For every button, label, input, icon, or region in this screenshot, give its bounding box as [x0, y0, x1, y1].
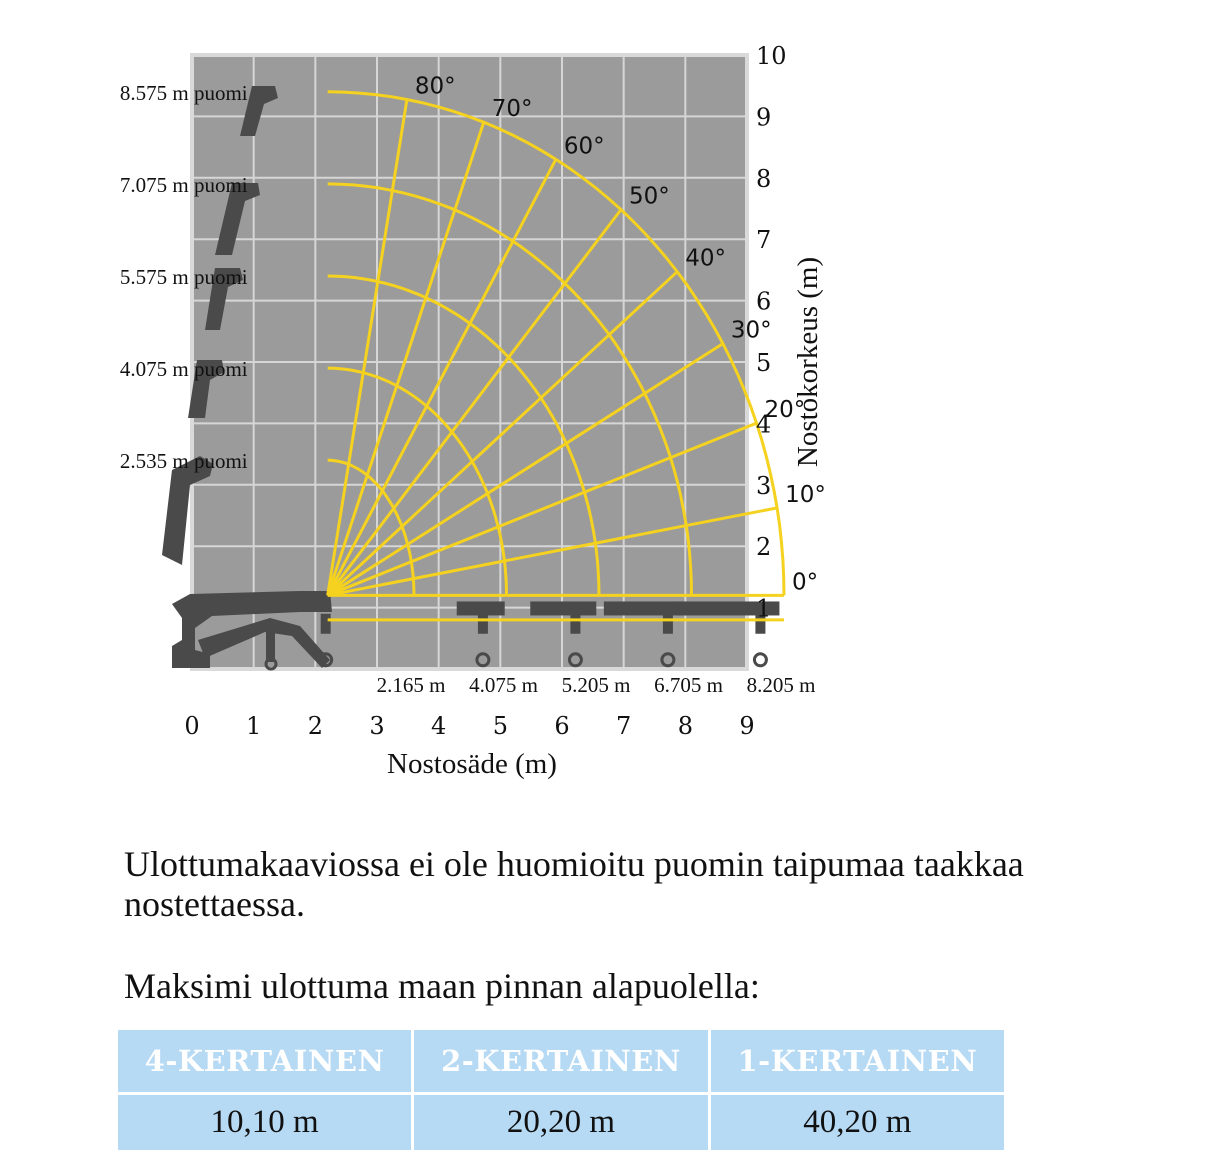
angle-ray [327, 421, 758, 597]
deflection-note: Ulottumakaaviossa ei ole huomioitu puomi… [124, 844, 1024, 924]
angle-label: 70° [492, 96, 533, 122]
hook-block-icon [755, 613, 766, 634]
angle-ray [327, 506, 778, 597]
x-tick-label: 2 [308, 712, 323, 740]
hook-block-icon [570, 613, 581, 634]
horizontal-boom-silhouette [530, 601, 597, 616]
value-2-kertainen: 20,20 m [412, 1093, 711, 1150]
y-tick-label: 3 [756, 472, 771, 500]
table-header-row: 4-KERTAINEN 2-KERTAINEN 1-KERTAINEN [118, 1030, 1004, 1095]
x-tick-label: 5 [493, 712, 508, 740]
crane-hook-silhouette [266, 632, 275, 662]
y-tick-label: 1 [756, 595, 771, 623]
value-1-kertainen: 40,20 m [803, 1104, 912, 1140]
y-tick-label: 10 [756, 42, 787, 70]
angle-ray [326, 158, 558, 597]
crane-boom-silhouette [162, 456, 213, 565]
plot-border [190, 53, 749, 671]
reach-arc [327, 274, 601, 596]
y-tick-label: 8 [756, 165, 771, 193]
horizontal-boom-silhouette [677, 601, 780, 616]
y-tick-label: 6 [756, 288, 771, 316]
y-tick-label: 2 [756, 533, 771, 561]
below-ground-heading: Maksimi ulottuma maan pinnan alapuolella… [124, 966, 760, 1006]
boom-length-label: 8.575 m puomi [120, 81, 248, 105]
header-2-kertainen: 2-KERTAINEN [412, 1030, 711, 1095]
hook-icon [660, 652, 676, 668]
reach-distance-label: 4.075 m [469, 673, 538, 697]
angle-label: 40° [685, 246, 726, 272]
x-tick-label: 8 [678, 712, 693, 740]
reach-distance-label: 5.205 m [562, 673, 631, 697]
reach-distance-label: 6.705 m [654, 673, 723, 697]
crane-boom-silhouette [188, 360, 224, 418]
reach-arc [327, 182, 693, 596]
y-tick-label: 9 [756, 103, 771, 131]
angle-label: 0° [792, 569, 818, 595]
hook-icon [752, 652, 768, 668]
boom-length-label: 2.535 m puomi [120, 449, 248, 473]
crane-boom-silhouette [215, 183, 260, 255]
value-4-kertainen: 10,10 m [118, 1093, 415, 1150]
crane-arm-silhouette [198, 618, 330, 668]
hook-block-icon [662, 613, 673, 634]
axis-ticks: 0 1 2 3 4 5 6 7 8 9 1 2 3 4 5 6 7 8 9 10 [184, 42, 786, 740]
boom-length-label: 4.075 m puomi [120, 357, 248, 381]
angle-label: 20° [764, 397, 805, 423]
x-tick-label: 3 [369, 712, 384, 740]
angle-ray [326, 270, 679, 597]
reach-distance-label: 2.165 m [377, 673, 446, 697]
crane-boom-silhouette [205, 268, 243, 330]
angle-ray [326, 121, 486, 596]
header-1-kertainen: 1-KERTAINEN [709, 1030, 1004, 1095]
crane-base-silhouette [172, 591, 332, 668]
hook-block-icon [477, 613, 488, 634]
boom-length-label: 5.575 m puomi [120, 265, 248, 289]
x-tick-label: 0 [184, 712, 199, 740]
horizontal-boom-silhouette [603, 601, 688, 616]
crane-hook-silhouette [264, 657, 278, 671]
crane-silhouettes [162, 86, 780, 671]
angle-label: 60° [564, 133, 605, 159]
x-axis-label: Nostosäde (m) [387, 748, 557, 780]
hook-icon [318, 652, 334, 668]
y-axis-label: Nostokorkeus (m) [792, 257, 824, 467]
reach-curves: 0° 10° 20° 30° 40° 50° 60° 70° 80° [326, 73, 826, 622]
angle-label: 80° [415, 73, 456, 99]
angle-ray [326, 99, 409, 596]
boom-labels: 2.535 m puomi 2.165 m 4.075 m puomi 4.075 m… [120, 81, 816, 697]
x-tick-label: 9 [739, 712, 754, 740]
x-tick-label: 4 [431, 712, 446, 740]
angle-label: 30° [731, 318, 772, 344]
hook-icon [567, 652, 583, 668]
grid-lines [190, 53, 749, 671]
hook-icon [475, 652, 491, 668]
reach-arc [327, 90, 786, 596]
header-4-kertainen: 4-KERTAINEN [118, 1030, 415, 1095]
x-tick-label: 6 [554, 712, 569, 740]
reach-distance-label: 8.205 m [747, 673, 816, 697]
angle-label: 50° [629, 184, 670, 210]
lifting-range-chart: 0° 10° 20° 30° 40° 50° 60° 70° 80° 0 1 2 3 4 5 6 7 8 9 1 2 3… [120, 42, 826, 780]
x-tick-label: 1 [246, 712, 261, 740]
hook-block-icon [320, 613, 331, 634]
y-tick-label: 4 [756, 410, 771, 438]
crane-boom-silhouette [240, 86, 278, 136]
boom-length-label: 7.075 m puomi [120, 173, 248, 197]
table-row: 10,10 m 20,20 m 40,20 m [118, 1093, 1004, 1150]
reach-arc [327, 366, 508, 596]
horizontal-boom-silhouette [456, 601, 505, 616]
y-tick-label: 5 [756, 349, 771, 377]
below-ground-reach-table: 4-KERTAINEN 2-KERTAINEN 1-KERTAINEN 10,1… [118, 1030, 1004, 1150]
angle-label: 10° [785, 482, 826, 508]
angle-ray [326, 342, 724, 597]
angle-ray [326, 208, 623, 597]
x-tick-label: 7 [616, 712, 631, 740]
y-tick-label: 7 [756, 226, 771, 254]
